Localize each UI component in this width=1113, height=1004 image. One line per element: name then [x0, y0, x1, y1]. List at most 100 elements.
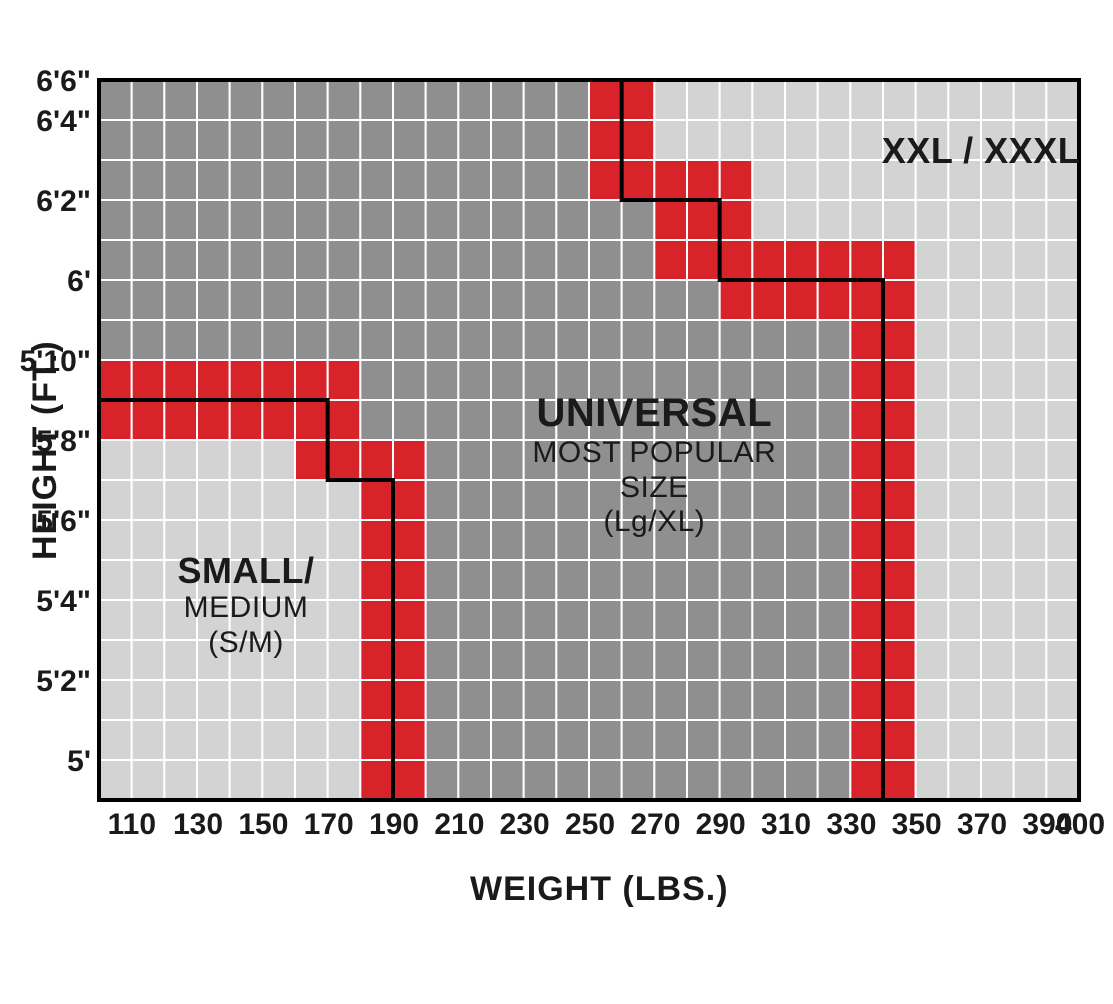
- grid-cell: [850, 600, 883, 640]
- grid-cell: [426, 560, 459, 600]
- grid-cell: [360, 200, 393, 240]
- grid-cell: [916, 560, 949, 600]
- grid-cell: [328, 120, 361, 160]
- grid-cell: [99, 120, 132, 160]
- grid-cell: [328, 80, 361, 120]
- grid-cell: [360, 680, 393, 720]
- grid-cell: [818, 360, 851, 400]
- grid-cell: [589, 680, 622, 720]
- grid-cell: [328, 760, 361, 800]
- grid-cell: [99, 160, 132, 200]
- grid-cell: [654, 160, 687, 200]
- grid-cell: [1014, 280, 1047, 320]
- grid-cell: [622, 200, 655, 240]
- grid-cell: [720, 240, 753, 280]
- grid-cell: [916, 440, 949, 480]
- grid-cell: [654, 320, 687, 360]
- grid-cell: [491, 80, 524, 120]
- grid-cell: [948, 360, 981, 400]
- grid-cell: [948, 640, 981, 680]
- grid-cell: [687, 720, 720, 760]
- grid-cell: [916, 280, 949, 320]
- grid-cell: [752, 720, 785, 760]
- grid-cell: [752, 200, 785, 240]
- grid-cell: [916, 240, 949, 280]
- grid-cell: [981, 760, 1014, 800]
- grid-cell: [360, 160, 393, 200]
- grid-cell: [132, 240, 165, 280]
- grid-cell: [132, 160, 165, 200]
- grid-cell: [785, 280, 818, 320]
- grid-cell: [720, 80, 753, 120]
- grid-cell: [883, 600, 916, 640]
- grid-cell: [360, 760, 393, 800]
- grid-cell: [948, 200, 981, 240]
- grid-cell: [1014, 600, 1047, 640]
- grid-cell: [883, 240, 916, 280]
- grid-cell: [850, 760, 883, 800]
- grid-cell: [99, 320, 132, 360]
- grid-cell: [622, 680, 655, 720]
- grid-cell: [850, 360, 883, 400]
- grid-cell: [393, 480, 426, 520]
- grid-cell: [622, 600, 655, 640]
- grid-cell: [556, 680, 589, 720]
- grid-cell: [622, 120, 655, 160]
- grid-cell: [426, 200, 459, 240]
- grid-cell: [262, 480, 295, 520]
- grid-cell: [1046, 640, 1079, 680]
- grid-cell: [426, 120, 459, 160]
- grid-cell: [164, 440, 197, 480]
- grid-cell: [262, 320, 295, 360]
- grid-cell: [426, 440, 459, 480]
- grid-cell: [491, 240, 524, 280]
- grid-cell: [262, 200, 295, 240]
- grid-cell: [491, 600, 524, 640]
- grid-cell: [295, 720, 328, 760]
- grid-cell: [981, 80, 1014, 120]
- grid-cell: [1014, 320, 1047, 360]
- grid-cell: [393, 360, 426, 400]
- grid-cell: [328, 280, 361, 320]
- y-tick-label: 5'8": [36, 425, 91, 459]
- grid-cell: [132, 720, 165, 760]
- grid-cell: [720, 560, 753, 600]
- grid-cell: [883, 760, 916, 800]
- grid-cell: [720, 120, 753, 160]
- grid-cell: [1046, 440, 1079, 480]
- grid-cell: [393, 640, 426, 680]
- grid-cell: [230, 400, 263, 440]
- grid-cell: [426, 280, 459, 320]
- grid-cell: [720, 600, 753, 640]
- grid-cell: [916, 320, 949, 360]
- grid-cell: [981, 560, 1014, 600]
- grid-cell: [197, 760, 230, 800]
- grid-cell: [981, 280, 1014, 320]
- grid-cell: [687, 200, 720, 240]
- grid-cell: [883, 200, 916, 240]
- grid-cell: [654, 600, 687, 640]
- grid-cell: [981, 440, 1014, 480]
- grid-cell: [948, 80, 981, 120]
- grid-cell: [164, 120, 197, 160]
- grid-cell: [393, 320, 426, 360]
- grid-cell: [393, 760, 426, 800]
- grid-cell: [948, 520, 981, 560]
- grid-cell: [328, 240, 361, 280]
- grid-cell: [556, 200, 589, 240]
- grid-cell: [785, 680, 818, 720]
- grid-cell: [230, 680, 263, 720]
- grid-cell: [556, 120, 589, 160]
- y-tick-label: 5': [67, 745, 91, 779]
- grid-cell: [426, 80, 459, 120]
- grid-cell: [197, 80, 230, 120]
- grid-cell: [948, 320, 981, 360]
- grid-cell: [752, 240, 785, 280]
- grid-cell: [295, 280, 328, 320]
- grid-cell: [458, 480, 491, 520]
- grid-cell: [818, 200, 851, 240]
- grid-cell: [132, 440, 165, 480]
- grid-cell: [850, 200, 883, 240]
- x-tick-label: 310: [761, 808, 811, 842]
- grid-cell: [295, 480, 328, 520]
